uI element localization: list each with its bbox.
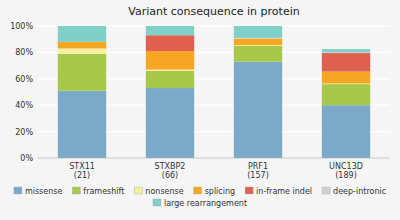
y-tick-label: 60% [15, 75, 33, 84]
legend: missense frameshift nonsense splicing in-fra… [14, 187, 386, 208]
legend-label: large rearrangement [164, 199, 247, 208]
x-tick-label-line: PRF1 [248, 162, 268, 171]
legend-label: in-frame indel [256, 187, 312, 196]
legend-swatch [322, 187, 330, 194]
bars [58, 26, 370, 158]
bar-segment [58, 42, 106, 49]
bar-segment [58, 54, 106, 91]
bar-segment [58, 48, 106, 53]
bar-segment [234, 39, 282, 46]
bar-segment [58, 26, 106, 42]
legend-item: large rearrangement [153, 199, 247, 208]
bar-segment [146, 26, 194, 35]
bar-segment [322, 53, 370, 71]
background [0, 0, 400, 220]
bar-segment [234, 62, 282, 158]
x-tick-label-line: STXBP2 [155, 162, 186, 171]
legend-item: in-frame indel [245, 187, 312, 196]
y-tick-label: 0% [20, 154, 33, 163]
legend-label: splicing [205, 187, 235, 196]
bar-segment [322, 49, 370, 52]
x-axis [38, 158, 390, 159]
x-tick-label-line: UNC13D [329, 162, 363, 171]
bar-segment [146, 70, 194, 71]
legend-item: splicing [194, 187, 235, 196]
bar-segment [322, 72, 370, 84]
legend-swatch [134, 187, 142, 194]
legend-label: nonsense [145, 187, 183, 196]
legend-swatch [72, 187, 80, 194]
legend-label: missense [25, 187, 63, 196]
bar-segment [234, 46, 282, 62]
x-tick-label: UNC13D(189) [329, 162, 363, 180]
y-tick-label: 100% [10, 22, 33, 31]
y-tick-label: 80% [15, 48, 33, 57]
bar-segment [322, 105, 370, 158]
chart: Variant consequence in protein 0% 20% 40% 60… [0, 0, 400, 220]
x-tick-label-line: (157) [247, 171, 269, 180]
bar-segment [146, 71, 194, 88]
legend-swatch [14, 187, 22, 194]
legend-item: nonsense [134, 187, 183, 196]
legend-item: missense [14, 187, 63, 196]
title: Variant consequence in protein [128, 5, 299, 18]
bar-segment [322, 84, 370, 105]
legend-swatch [153, 199, 161, 206]
legend-swatch [245, 187, 253, 194]
bar-segment [146, 88, 194, 158]
y-tick-label: 20% [15, 128, 33, 137]
legend-item: frameshift [72, 187, 124, 196]
bar-segment [146, 51, 194, 69]
x-tick-label-line: (189) [335, 171, 357, 180]
x-tick-label-line: (66) [162, 171, 178, 180]
legend-item: deep-intronic [322, 187, 386, 196]
x-tick-label-line: (21) [74, 171, 90, 180]
legend-label: deep-intronic [333, 187, 386, 196]
bar-segment [146, 35, 194, 51]
y-tick-label: 40% [15, 101, 33, 110]
bar-segment [58, 91, 106, 158]
x-tick-label: STXBP2(66) [155, 162, 186, 180]
x-tick-label-line: STX11 [69, 162, 95, 171]
x-tick-label: PRF1(157) [247, 162, 269, 180]
legend-label: frameshift [83, 187, 124, 196]
x-tick-label: STX11(21) [69, 162, 95, 180]
legend-swatch [194, 187, 202, 194]
bar-segment [234, 26, 282, 38]
bar-segment [234, 38, 282, 39]
